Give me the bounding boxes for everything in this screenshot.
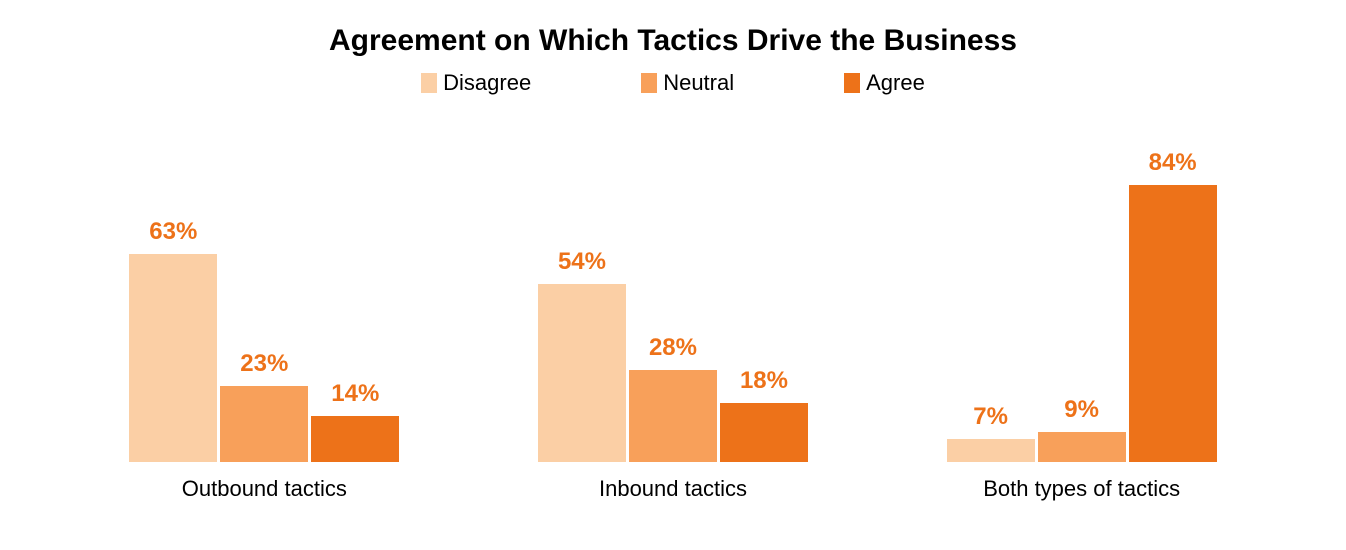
bar-neutral: 23%	[220, 132, 308, 462]
bar-value-label: 18%	[740, 367, 788, 395]
legend-swatch	[421, 73, 437, 93]
bar	[129, 254, 217, 462]
bar	[1129, 185, 1217, 462]
bar-agree: 14%	[311, 132, 399, 462]
legend-item-agree: Agree	[844, 70, 925, 96]
group-label: Inbound tactics	[599, 476, 747, 502]
bar	[1038, 432, 1126, 462]
bars: 7% 9% 84%	[947, 132, 1217, 462]
group-label: Outbound tactics	[182, 476, 347, 502]
legend-item-disagree: Disagree	[421, 70, 531, 96]
bar	[538, 284, 626, 462]
bar-disagree: 54%	[538, 132, 626, 462]
bar	[629, 370, 717, 462]
bar-agree: 18%	[720, 132, 808, 462]
bar-agree: 84%	[1129, 132, 1217, 462]
bar-value-label: 9%	[1064, 396, 1099, 424]
group-inbound: 54% 28% 18% Inbound tactics	[518, 132, 828, 502]
legend-swatch	[641, 73, 657, 93]
bar-value-label: 23%	[240, 350, 288, 378]
bar-value-label: 54%	[558, 248, 606, 276]
bar	[220, 386, 308, 462]
bar-value-label: 7%	[973, 403, 1008, 431]
bar-disagree: 7%	[947, 132, 1035, 462]
group-label: Both types of tactics	[983, 476, 1180, 502]
group-outbound: 63% 23% 14% Outbound tactics	[109, 132, 419, 502]
bar	[720, 403, 808, 462]
bar	[311, 416, 399, 462]
bar-disagree: 63%	[129, 132, 217, 462]
bar-neutral: 28%	[629, 132, 717, 462]
bar	[947, 439, 1035, 462]
chart-title: Agreement on Which Tactics Drive the Bus…	[0, 0, 1346, 70]
group-both: 7% 9% 84% Both types of tactics	[927, 132, 1237, 502]
legend-swatch	[844, 73, 860, 93]
legend: Disagree Neutral Agree	[0, 70, 1346, 132]
bar-value-label: 14%	[331, 380, 379, 408]
legend-item-neutral: Neutral	[641, 70, 734, 96]
bar-value-label: 63%	[149, 218, 197, 246]
legend-label: Agree	[866, 70, 925, 96]
bar-value-label: 28%	[649, 334, 697, 362]
bar-value-label: 84%	[1149, 149, 1197, 177]
chart-groups: 63% 23% 14% Outbound tactics 54% 28%	[0, 132, 1346, 502]
legend-label: Disagree	[443, 70, 531, 96]
bars: 63% 23% 14%	[129, 132, 399, 462]
legend-label: Neutral	[663, 70, 734, 96]
bar-neutral: 9%	[1038, 132, 1126, 462]
bars: 54% 28% 18%	[538, 132, 808, 462]
